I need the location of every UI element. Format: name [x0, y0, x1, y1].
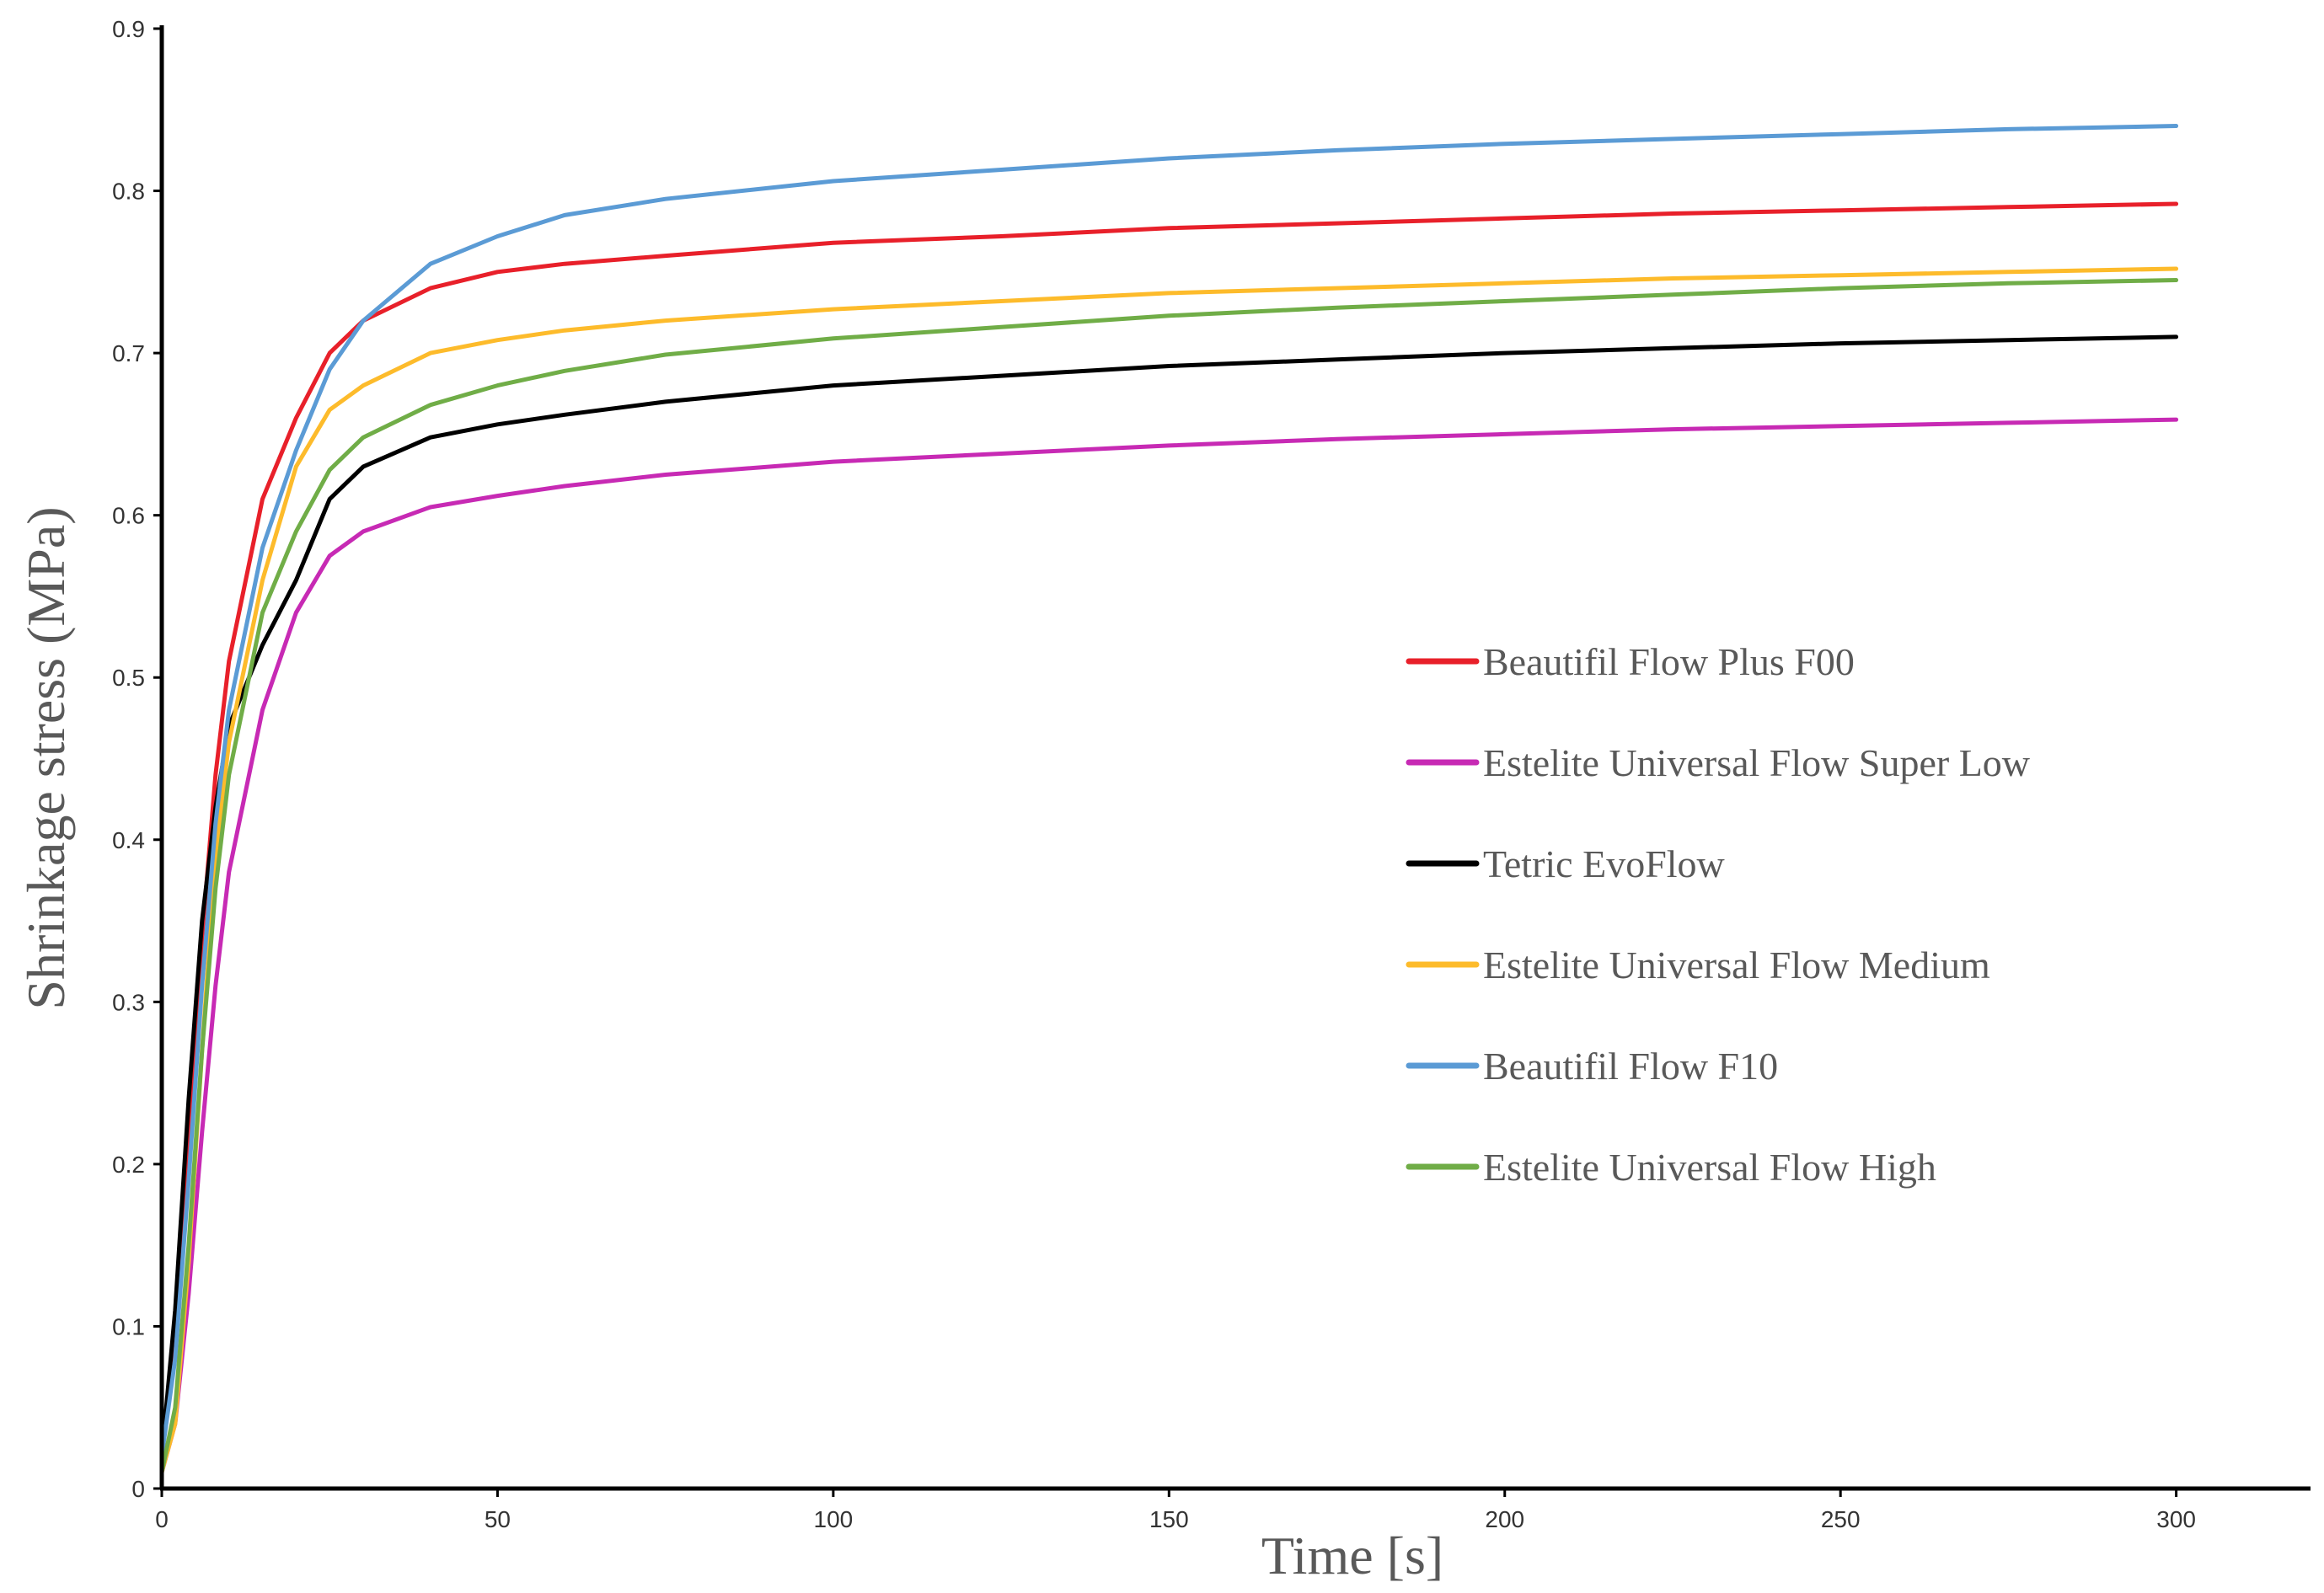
legend-item: Beautifil Flow F10 — [1406, 1045, 1778, 1088]
y-tick-label: 0.3 — [112, 989, 145, 1015]
y-axis-title: Shrinkage stress (MPa) — [16, 506, 76, 1009]
y-tick-label: 0.4 — [112, 827, 145, 853]
series-line-2 — [159, 417, 2179, 1475]
legend-label: Beautifil Flow Plus F00 — [1483, 640, 1855, 683]
x-tick-label: 300 — [2156, 1506, 2196, 1532]
y-tick-label: 0.9 — [112, 16, 145, 42]
y-tick-label: 0.8 — [112, 179, 145, 205]
y-tick-label: 0.1 — [112, 1313, 145, 1339]
legend-item: Estelite Universal Flow Super Low — [1406, 741, 2031, 784]
legend-item: Estelite Universal Flow Medium — [1406, 944, 1990, 986]
legend-label: Estelite Universal Flow Super Low — [1483, 741, 2031, 784]
series-line-6 — [159, 278, 2179, 1475]
series-line-3 — [159, 334, 2179, 1458]
tick-labels: 0 0.1 0.2 0.3 0.4 0.5 0.6 0.7 0.8 0.9 0 50 100 150 200… — [112, 16, 2196, 1532]
legend-label: Beautifil Flow F10 — [1483, 1045, 1778, 1088]
x-tick-label: 100 — [814, 1506, 854, 1532]
series-lines — [159, 124, 2179, 1475]
y-tick-label: 0.5 — [112, 665, 145, 691]
y-tick-label: 0 — [131, 1476, 145, 1502]
series-line-1 — [159, 201, 2179, 1458]
x-tick-label: 50 — [485, 1506, 511, 1532]
legend-item: Tetric EvoFlow — [1406, 842, 1726, 885]
legend-item: Estelite Universal Flow High — [1406, 1146, 1936, 1189]
series-line-5 — [159, 124, 2179, 1458]
y-tick-label: 0.7 — [112, 340, 145, 366]
y-tick-label: 0.2 — [112, 1152, 145, 1178]
y-tick-label: 0.6 — [112, 503, 145, 529]
x-tick-label: 250 — [1821, 1506, 1861, 1532]
x-tick-label: 200 — [1485, 1506, 1524, 1532]
x-tick-label: 0 — [155, 1506, 169, 1532]
legend: Beautifil Flow Plus F00 Estelite Universa… — [1406, 640, 2031, 1189]
legend-label: Tetric EvoFlow — [1483, 842, 1726, 885]
axes — [153, 25, 2311, 1497]
legend-label: Estelite Universal Flow Medium — [1483, 944, 1990, 986]
legend-item: Beautifil Flow Plus F00 — [1406, 640, 1855, 683]
x-axis-title: Time [s] — [1261, 1526, 1443, 1585]
x-tick-label: 150 — [1149, 1506, 1189, 1532]
legend-label: Estelite Universal Flow High — [1483, 1146, 1936, 1189]
series-line-4 — [159, 266, 2179, 1475]
